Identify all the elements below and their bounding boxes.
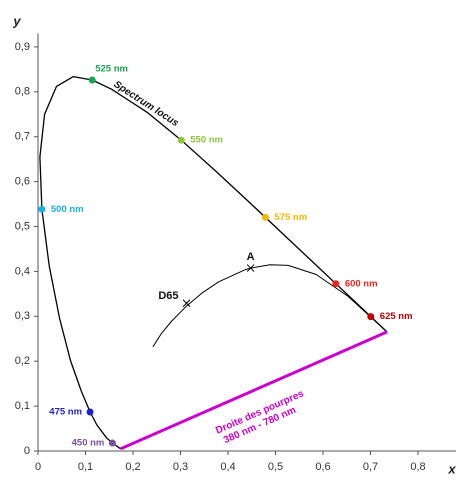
wavelength-label: 500 nm <box>51 204 84 215</box>
wavelength-point <box>332 280 340 288</box>
x-tick-label: 0 <box>35 461 41 473</box>
y-axis-title: y <box>12 13 21 28</box>
wavelength-label: 475 nm <box>49 407 82 418</box>
wavelength-point <box>38 205 46 213</box>
wavelength-point <box>86 408 94 416</box>
x-tick-label: 0,5 <box>268 461 283 473</box>
y-tick-label: 0 <box>24 445 30 457</box>
wavelength-label: 575 nm <box>274 212 307 223</box>
illuminant-marker <box>246 264 255 272</box>
x-tick-label: 0,4 <box>220 461 235 473</box>
wavelength-label: 525 nm <box>95 64 128 75</box>
wavelength-label: 550 nm <box>190 135 223 146</box>
y-tick-label: 0,6 <box>15 176 30 188</box>
wavelength-label: 600 nm <box>345 278 378 289</box>
wavelength-point <box>108 439 116 447</box>
wavelength-label: 450 nm <box>72 438 105 449</box>
y-tick-label: 0,4 <box>15 265 30 277</box>
wavelength-label: 625 nm <box>380 311 413 322</box>
planckian-locus <box>152 264 388 348</box>
wavelength-point <box>367 313 375 321</box>
illuminant-label: A <box>247 251 255 263</box>
spectrum-locus <box>39 75 388 450</box>
wavelength-point <box>88 76 96 84</box>
purple-line <box>120 330 388 451</box>
x-tick-label: 0,1 <box>78 461 93 473</box>
y-tick-label: 0,5 <box>15 220 30 232</box>
x-tick-label: 0,3 <box>173 461 188 473</box>
x-tick-label: 0,8 <box>410 461 425 473</box>
x-tick-label: 0,6 <box>315 461 330 473</box>
wavelength-point <box>261 213 269 221</box>
x-axis-title: x <box>447 461 456 476</box>
wavelength-point <box>177 136 185 144</box>
illuminant-marker <box>182 299 191 308</box>
y-tick-label: 0,8 <box>15 86 30 98</box>
illuminant-label: D65 <box>158 290 178 302</box>
y-tick-label: 0,2 <box>15 355 30 367</box>
x-tick-label: 0,7 <box>363 461 378 473</box>
spectrum-locus-label: Spectrum locus <box>111 79 180 129</box>
x-tick-label: 0,2 <box>125 461 140 473</box>
y-tick-label: 0,1 <box>15 400 30 412</box>
y-tick-label: 0,7 <box>15 131 30 143</box>
y-tick-label: 0,3 <box>15 310 30 322</box>
y-tick-label: 0,9 <box>15 41 30 53</box>
